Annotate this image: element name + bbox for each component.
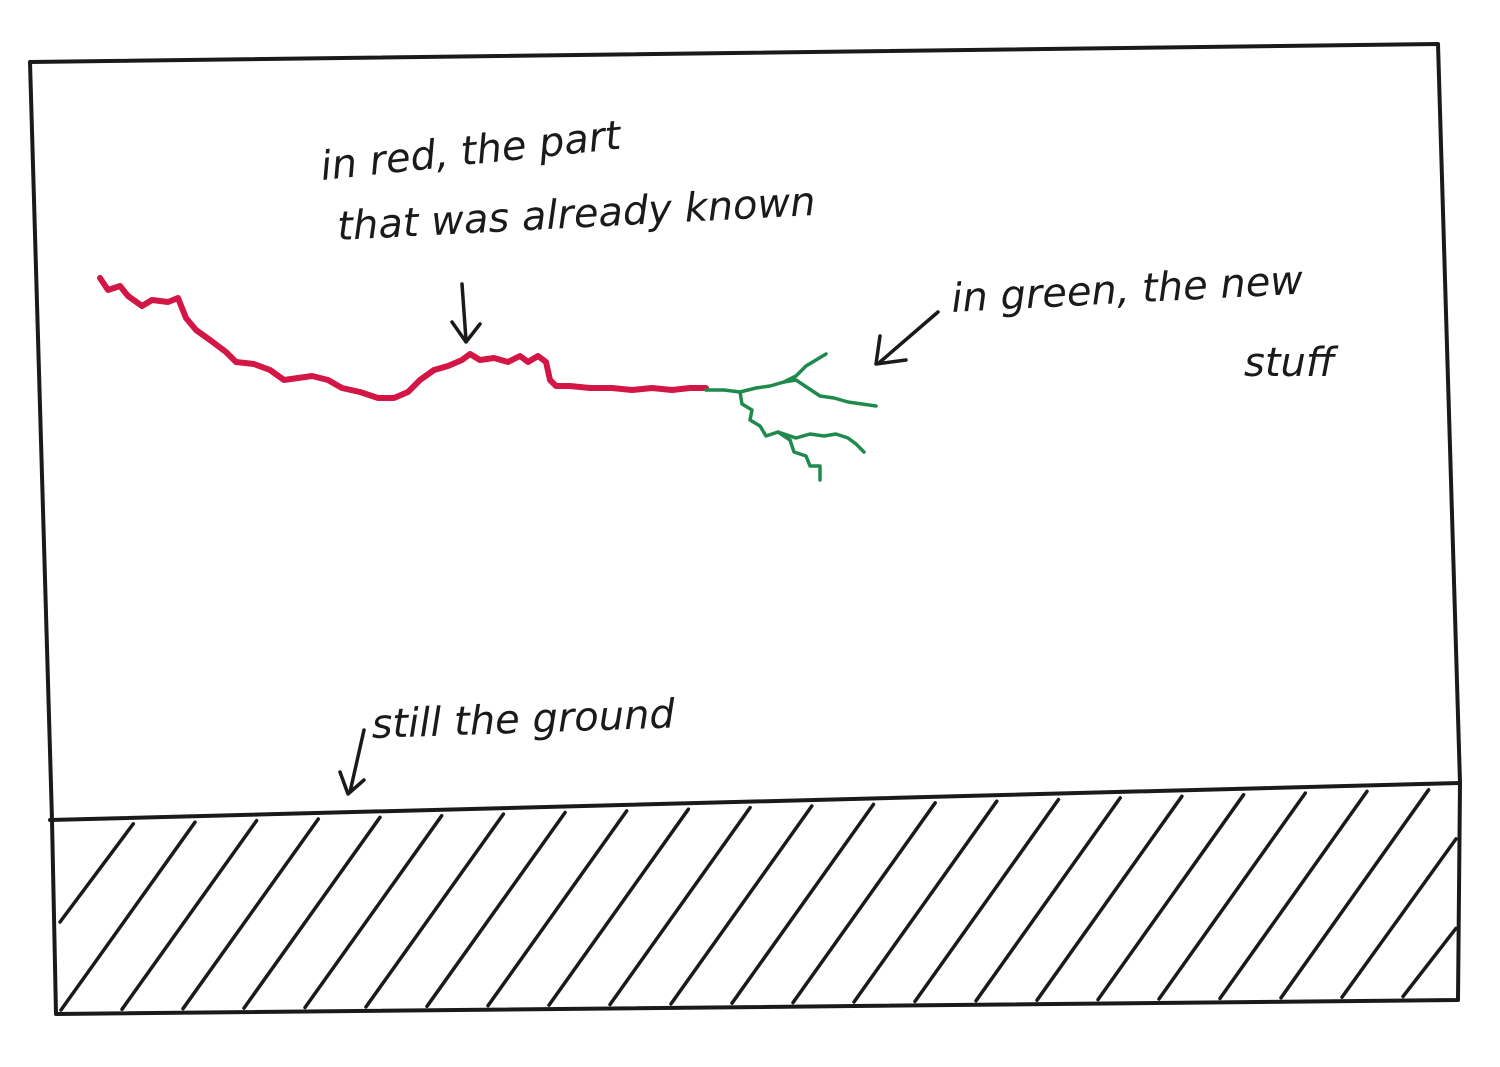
hatch-stroke	[974, 796, 1122, 1003]
hatch-stroke	[59, 820, 197, 1012]
hatch-stroke	[486, 809, 629, 1008]
hatch-stroke	[181, 817, 321, 1011]
hatch-stroke	[730, 802, 876, 1005]
hatch-stroke	[852, 799, 999, 1004]
hatch-stroke	[58, 822, 136, 924]
arrow-to-ground	[338, 728, 366, 796]
hatch-stroke	[1401, 926, 1458, 999]
hatch-stroke	[547, 807, 691, 1007]
hatch-stroke	[1340, 837, 1458, 999]
annotation-red-line1: in red, the part	[318, 113, 624, 190]
hatch-stroke	[1279, 788, 1431, 1000]
new-branches-green	[704, 352, 878, 482]
annotation-ground: still the ground	[371, 691, 676, 748]
hatch-stroke	[364, 812, 506, 1009]
ground-surface-line	[48, 781, 1462, 822]
hatch-stroke	[120, 818, 259, 1012]
hatch-stroke	[608, 805, 752, 1007]
hatch-stroke	[1157, 791, 1308, 1001]
hatch-stroke	[669, 804, 814, 1006]
hatch-stroke	[1035, 794, 1184, 1002]
hatch-stroke	[913, 797, 1061, 1004]
hatch-stroke	[1096, 792, 1246, 1002]
arrow-to-green-branches	[874, 310, 940, 366]
hatch-stroke	[791, 801, 937, 1005]
hatch-stroke	[425, 810, 567, 1009]
annotation-green-line2: stuff	[1244, 340, 1339, 386]
known-path-red	[97, 275, 709, 401]
arrow-to-red-path	[450, 282, 482, 344]
ground-hatching	[58, 788, 1458, 1012]
hatch-stroke	[242, 815, 382, 1010]
hatch-stroke	[1218, 789, 1369, 1001]
annotation-red-line2: that was already known	[336, 179, 817, 250]
annotation-green-line1: in green, the new	[950, 258, 1304, 322]
hatch-stroke	[303, 813, 444, 1010]
